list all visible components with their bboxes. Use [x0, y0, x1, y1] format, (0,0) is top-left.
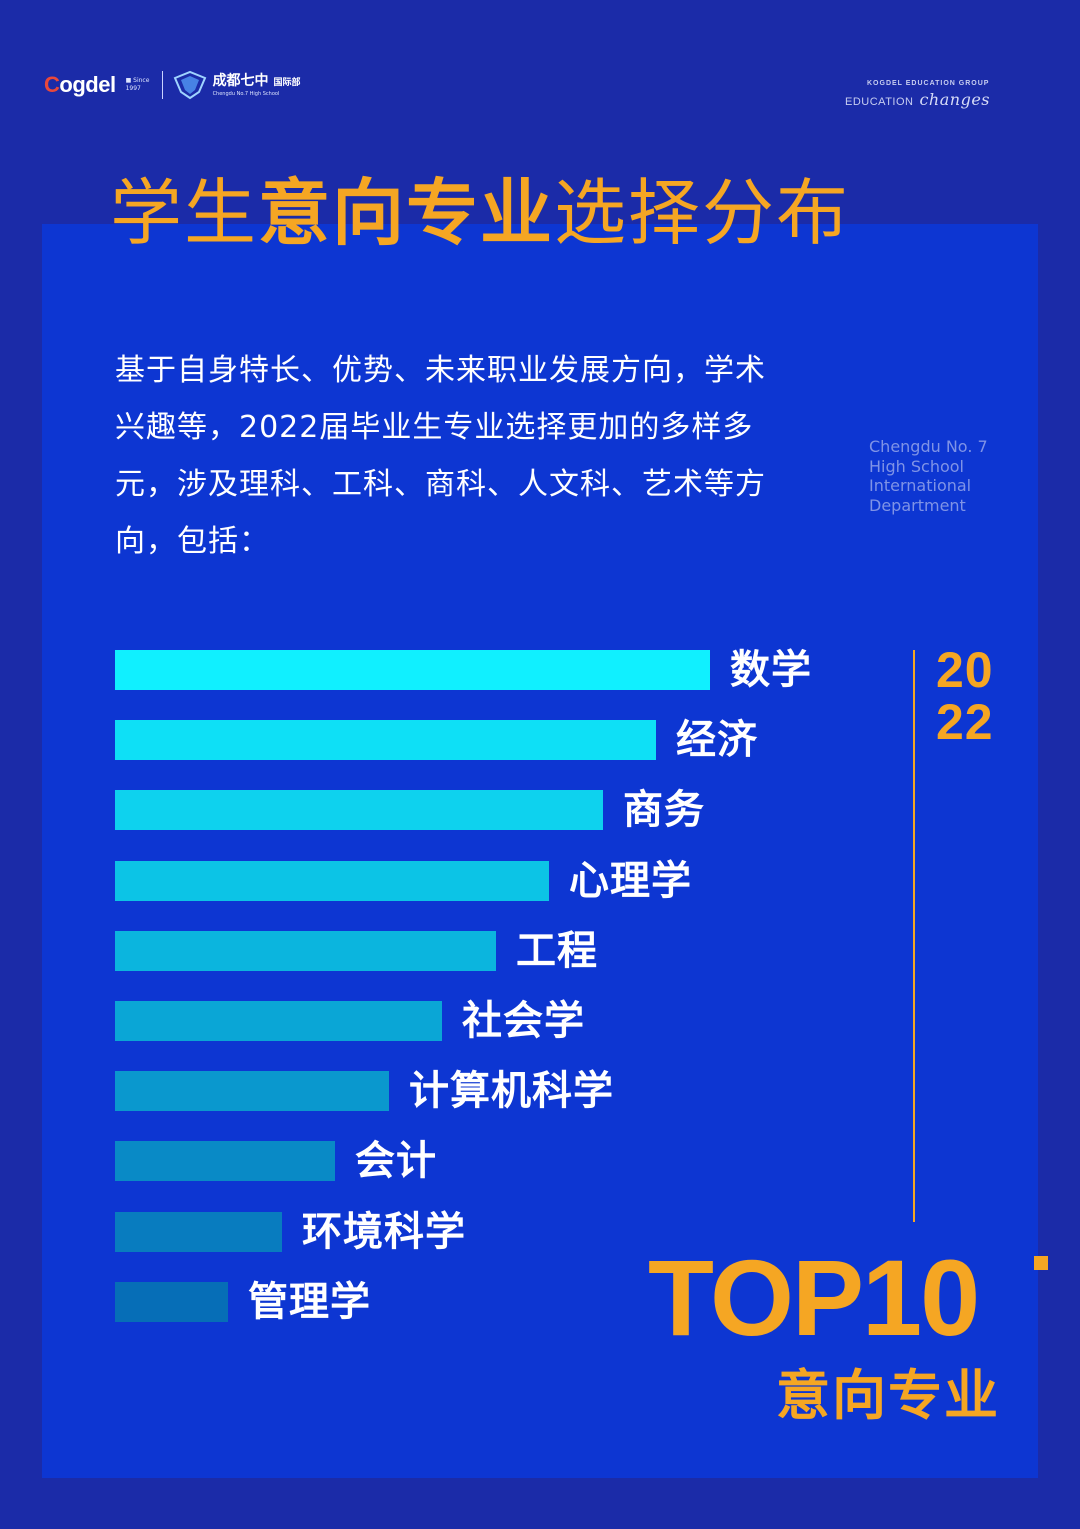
- kogdel-logo: Cogdel ■ Since 1997 成都七中 国际部 Chengdu No.…: [44, 68, 300, 102]
- bar-label-9: 环境科学: [302, 1209, 466, 1255]
- education-changes-logo: KOGDEL EDUCATION GROUP EDUCATION changes: [845, 80, 990, 109]
- bar-label-7: 计算机科学: [409, 1068, 614, 1114]
- bar-2: [115, 720, 656, 760]
- bar-label-10: 管理学: [248, 1279, 371, 1325]
- bar-6: [115, 1001, 442, 1041]
- bar-label-8: 会计: [355, 1138, 437, 1184]
- brand-name: Cogdel: [44, 72, 116, 97]
- bar-5: [115, 931, 496, 971]
- page-title: 学生意向专业选择分布: [110, 171, 851, 255]
- bar-label-5: 工程: [516, 928, 598, 974]
- brand-sub: ■ Since 1997: [125, 77, 150, 92]
- bar-7: [115, 1071, 389, 1111]
- group-name: KOGDEL EDUCATION GROUP: [867, 80, 990, 87]
- school-emblem-icon: [173, 70, 206, 100]
- content-panel: [42, 224, 1038, 1478]
- intro-text: 基于自身特长、优势、未来职业发展方向，学术兴趣等，2022届毕业生专业选择更加的…: [115, 353, 766, 559]
- top10-accent: [1034, 1256, 1048, 1270]
- bar-8: [115, 1141, 335, 1181]
- logo-divider: [161, 71, 163, 99]
- year-label: 20 22: [936, 642, 994, 750]
- school-side-note: Chengdu No. 7 High School International …: [869, 437, 988, 515]
- slogan-script: changes: [919, 90, 990, 109]
- bar-10: [115, 1282, 228, 1322]
- top10-subheading: 意向专业: [776, 1364, 1000, 1427]
- bar-label-6: 社会学: [462, 998, 585, 1044]
- divider-line: [913, 650, 915, 1222]
- bar-4: [115, 861, 549, 901]
- bar-label-4: 心理学: [569, 858, 692, 904]
- bar-label-3: 商务: [623, 787, 705, 833]
- bar-label-2: 经济: [676, 717, 758, 763]
- bar-label-1: 数学: [730, 647, 812, 693]
- bar-9: [115, 1212, 282, 1252]
- top10-heading: TOP10: [648, 1237, 980, 1358]
- bar-3: [115, 790, 603, 830]
- school-logo: 成都七中 国际部 Chengdu No.7 High School: [173, 70, 300, 100]
- bar-1: [115, 650, 710, 690]
- slogan-main: EDUCATION: [845, 96, 914, 108]
